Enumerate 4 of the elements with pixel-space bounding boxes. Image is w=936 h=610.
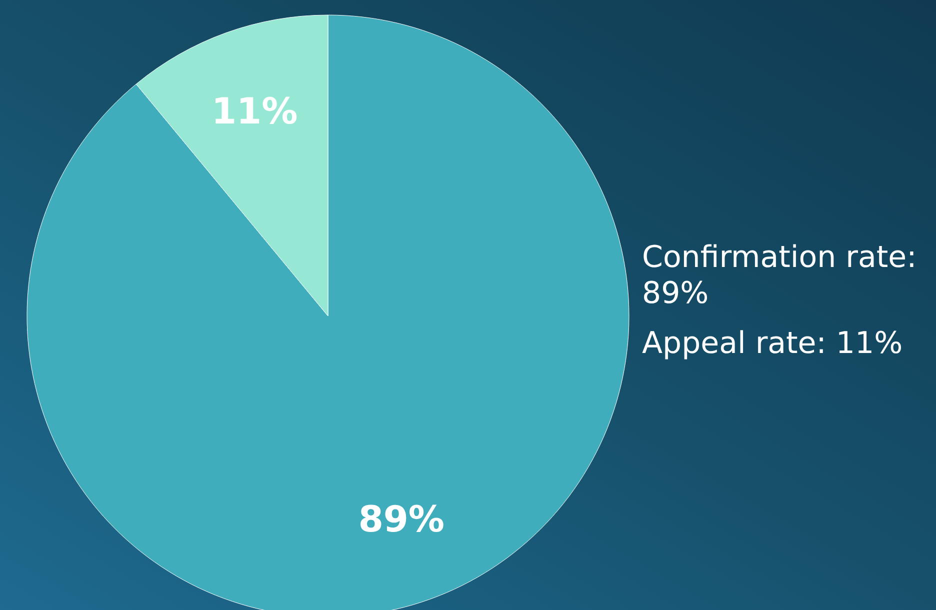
data-label: 89%: [358, 499, 444, 540]
text: Confirmation rate: 89%: [642, 240, 918, 312]
text: Appeal rate: 11%: [642, 326, 904, 362]
data-label: 11%: [212, 92, 298, 133]
